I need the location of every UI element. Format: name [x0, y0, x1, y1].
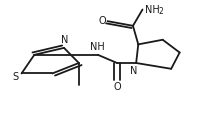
Text: O: O — [113, 82, 121, 92]
Text: O: O — [98, 16, 106, 26]
Text: NH: NH — [89, 42, 104, 52]
Text: 2: 2 — [158, 7, 163, 16]
Text: S: S — [12, 72, 19, 82]
Text: N: N — [61, 35, 69, 45]
Text: N: N — [130, 66, 138, 76]
Text: NH: NH — [145, 5, 159, 15]
